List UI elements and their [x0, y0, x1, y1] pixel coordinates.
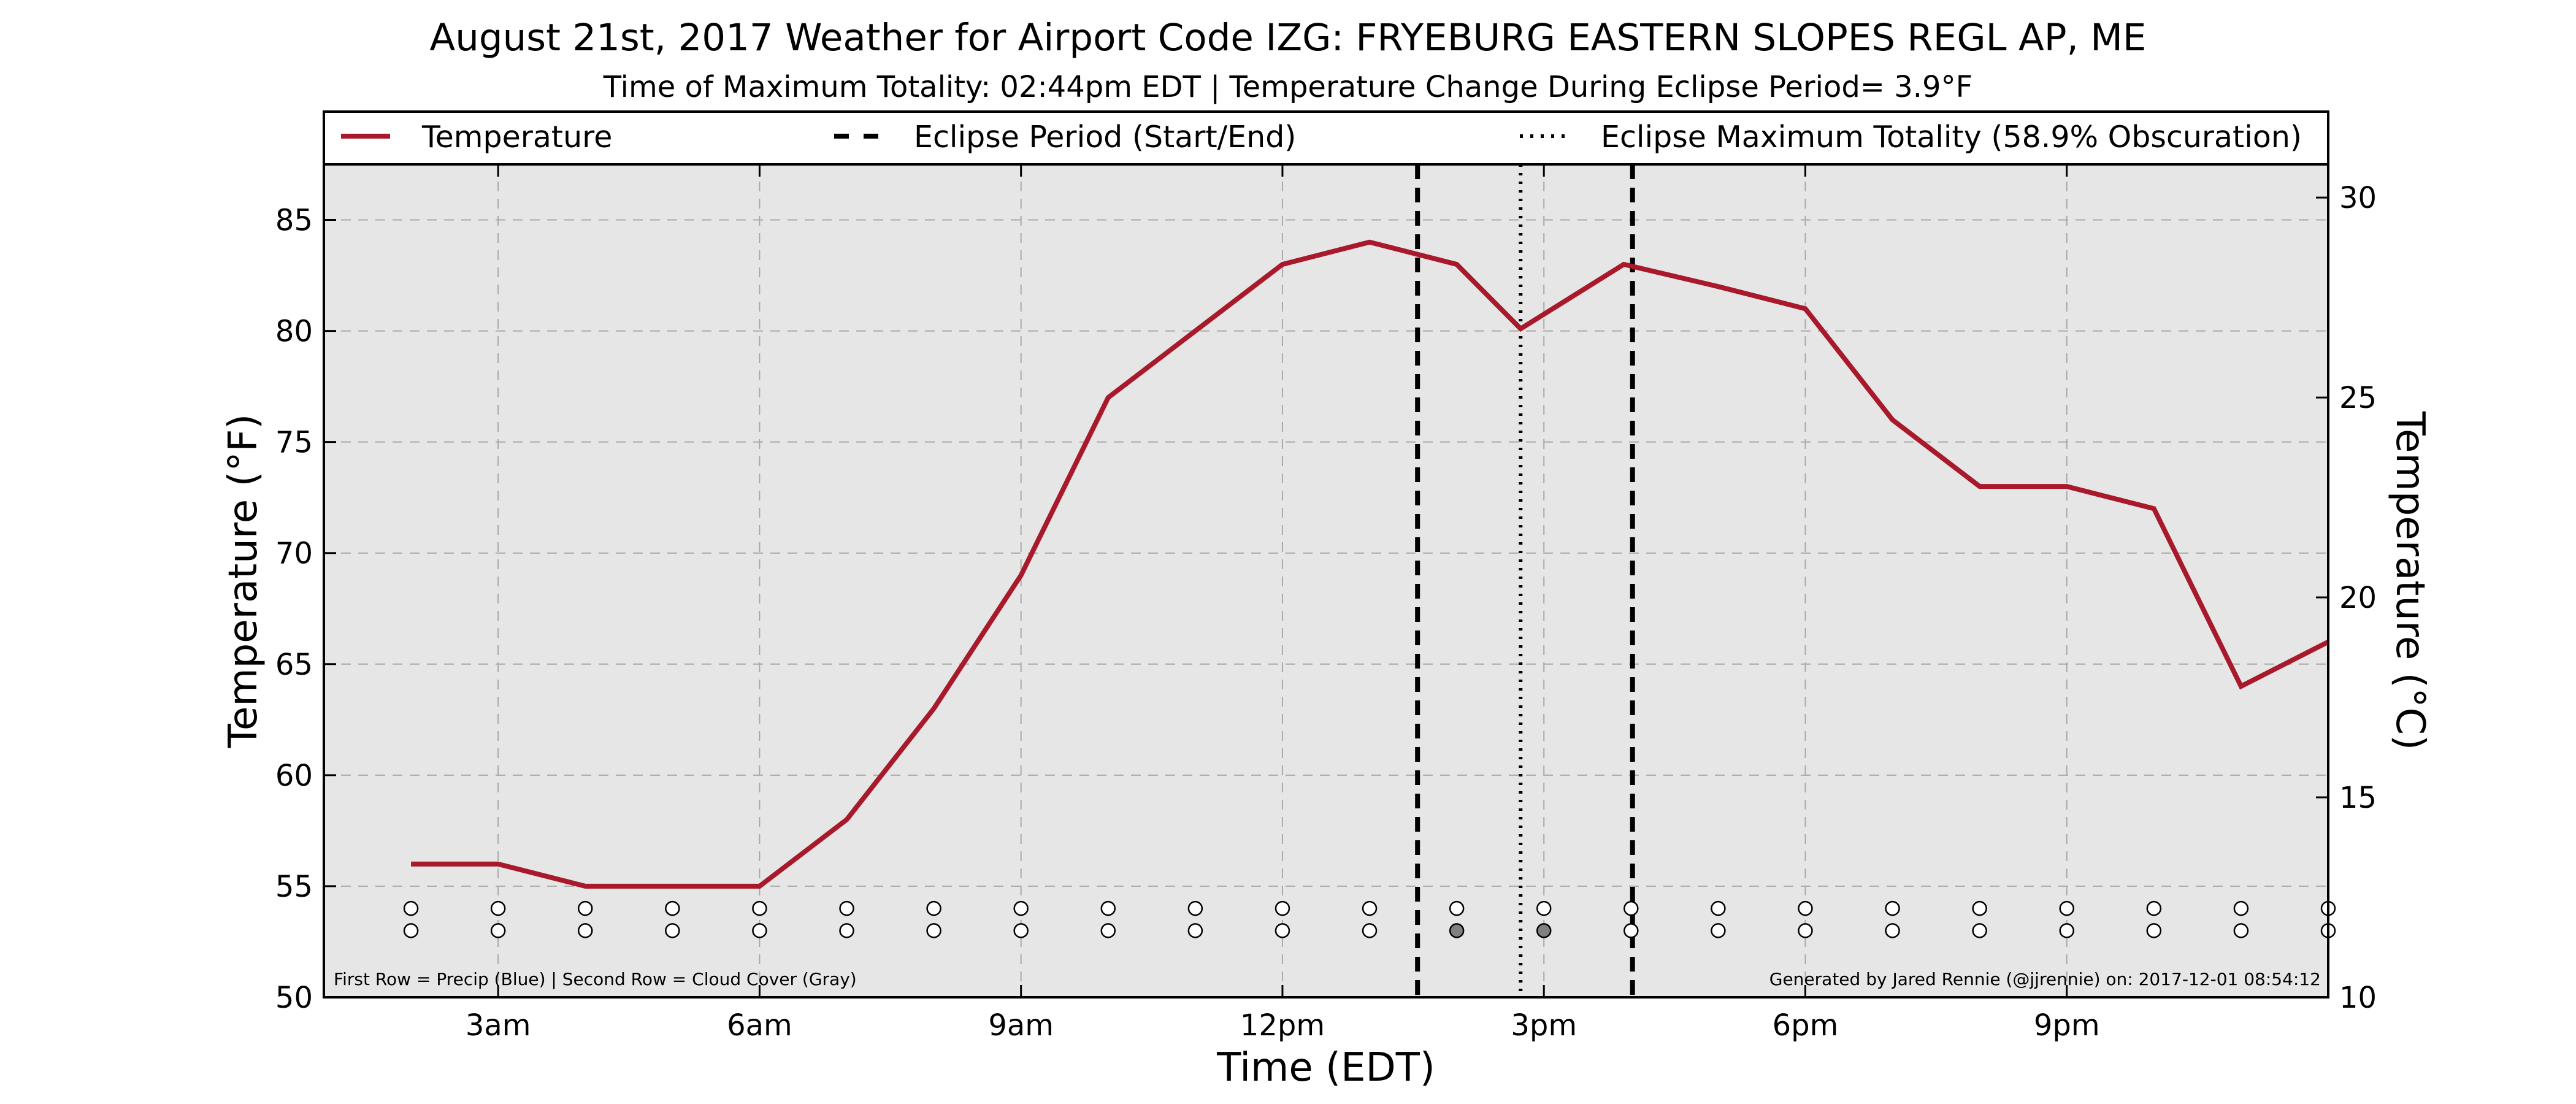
precip-marker	[1275, 900, 1290, 916]
precip-marker	[752, 900, 767, 916]
cloud-marker	[1972, 923, 1987, 938]
cloud-marker	[926, 923, 941, 938]
y-tick-label-left: 60	[275, 759, 313, 793]
x-axis-label: Time (EDT)	[1216, 1045, 1435, 1091]
precip-marker	[1187, 900, 1203, 916]
x-tick-label: 3pm	[1511, 1008, 1577, 1043]
chart-subtitle: Time of Maximum Totality: 02:44pm EDT | …	[603, 70, 1972, 104]
legend: Temperature Eclipse Period (Start/End) E…	[323, 110, 2329, 166]
precip-marker	[839, 900, 854, 916]
precip-marker	[578, 900, 593, 916]
cloud-marker	[752, 923, 767, 938]
precip-marker	[926, 900, 941, 916]
cloud-marker	[1362, 923, 1378, 938]
cloud-marker	[578, 923, 593, 938]
x-tick-label: 3am	[466, 1008, 531, 1043]
precip-marker	[1711, 900, 1726, 916]
legend-label-eclipse-period: Eclipse Period (Start/End)	[914, 120, 1296, 155]
cloud-marker	[1536, 923, 1552, 938]
precip-marker	[1362, 900, 1378, 916]
x-tick-label: 6pm	[1773, 1008, 1839, 1043]
cloud-marker	[1449, 923, 1465, 938]
cloud-marker	[2146, 923, 2162, 938]
y-tick-label-left: 55	[275, 870, 313, 904]
cloud-marker	[2059, 923, 2074, 938]
x-tick-label: 12pm	[1240, 1008, 1325, 1043]
eclipse-lines	[1415, 164, 1635, 997]
temperature-line-layer	[410, 239, 2329, 889]
cloud-marker	[2233, 923, 2249, 938]
x-tick-label: 9am	[988, 1008, 1054, 1043]
cloud-marker	[1885, 923, 1900, 938]
legend-label-temperature: Temperature	[421, 120, 612, 155]
y-tick-label-right: 15	[2339, 781, 2377, 815]
y-tick-label-left: 80	[275, 315, 313, 349]
cloud-marker	[839, 923, 854, 938]
legend-label-eclipse-max: Eclipse Maximum Totality (58.9% Obscurat…	[1601, 120, 2302, 155]
legend-box	[323, 110, 2329, 166]
grid	[324, 164, 2328, 997]
precip-marker	[490, 900, 506, 916]
y-tick-label-left: 50	[275, 981, 313, 1015]
cloud-marker	[1798, 923, 1813, 938]
precip-marker	[2059, 900, 2074, 916]
cloud-marker	[1187, 923, 1203, 938]
y-tick-label-right: 20	[2339, 581, 2377, 615]
precip-marker	[1623, 900, 1639, 916]
marker-rows	[403, 900, 2336, 938]
precip-marker	[1449, 900, 1465, 916]
y-tick-label-right: 10	[2339, 981, 2377, 1015]
cloud-marker	[1013, 923, 1029, 938]
precip-marker	[2233, 900, 2249, 916]
precip-marker	[1798, 900, 1813, 916]
plot-area	[324, 164, 2328, 997]
cloud-marker	[490, 923, 506, 938]
cloud-marker	[1275, 923, 1290, 938]
note-generated-by: Generated by Jared Rennie (@jjrennie) on…	[1769, 969, 2321, 989]
y-axis-label-left: Temperature (°F)	[221, 414, 266, 749]
precip-marker	[1013, 900, 1029, 916]
precip-marker	[1100, 900, 1116, 916]
cloud-marker	[1100, 923, 1116, 938]
plot-frame	[323, 163, 2329, 999]
precip-marker	[1972, 900, 1987, 916]
y-tick-label-left: 65	[275, 648, 313, 682]
y-tick-label-right: 30	[2339, 181, 2377, 215]
cloud-marker	[665, 923, 680, 938]
cloud-marker	[403, 923, 419, 938]
y-axis-label-right: Temperature (°C)	[2387, 411, 2432, 750]
y-tick-label-left: 70	[275, 537, 313, 571]
y-tick-label-right: 25	[2339, 381, 2377, 415]
precip-marker	[403, 900, 419, 916]
x-tick-label: 9pm	[2034, 1008, 2100, 1043]
ticks: 3am 6am 9am 12pm 3pm 6pm 9pm 50 55 60 65 70 75 80 85 10…	[275, 164, 2377, 1043]
cloud-marker	[1711, 923, 1726, 938]
precip-marker	[665, 900, 680, 916]
y-tick-label-left: 75	[275, 426, 313, 460]
cloud-marker	[1623, 923, 1639, 938]
precip-marker	[1885, 900, 1900, 916]
precip-marker	[1536, 900, 1552, 916]
x-tick-label: 6am	[727, 1008, 792, 1043]
precip-marker	[2146, 900, 2162, 916]
chart-title: August 21st, 2017 Weather for Airport Co…	[430, 16, 2147, 59]
note-marker-legend: First Row = Precip (Blue) | Second Row =…	[334, 969, 857, 989]
y-tick-label-left: 85	[275, 204, 313, 238]
